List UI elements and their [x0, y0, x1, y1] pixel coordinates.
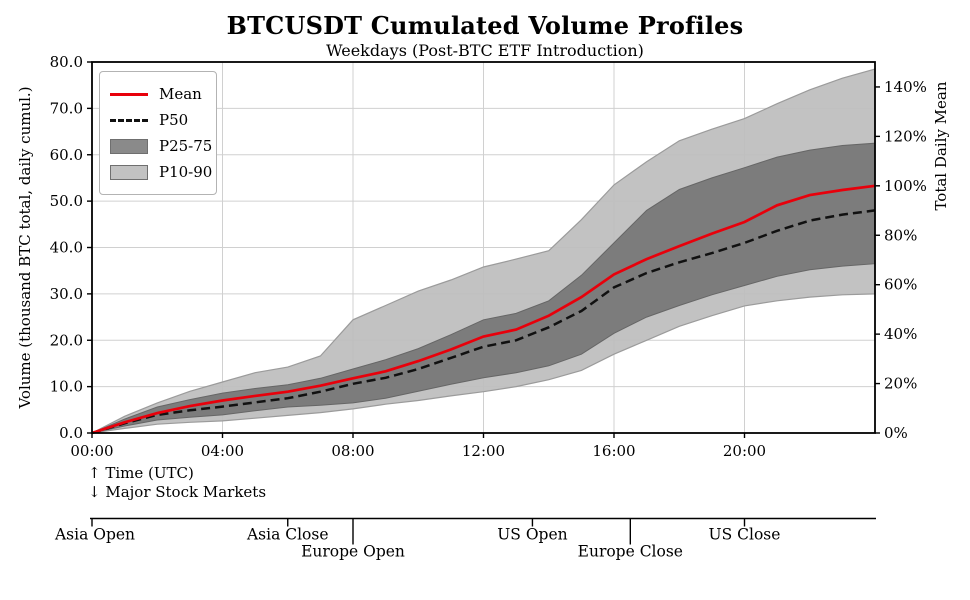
left-axis-tick-label: 10.0: [50, 378, 83, 396]
p50-line: [91, 209, 876, 435]
legend-label-p50: P50: [159, 111, 189, 129]
legend-item-mean: Mean: [110, 81, 206, 107]
left-axis-tick-label: 40.0: [50, 239, 83, 257]
market-label-asia-open: Asia Open: [54, 526, 135, 544]
left-axis-tick-label: 20.0: [50, 331, 83, 349]
left-axis-tick-label: 0.0: [59, 424, 83, 442]
mean-line-swatch: [110, 92, 150, 96]
right-axis-tick-label: 100%: [884, 177, 927, 195]
legend-item-p50: P50: [110, 107, 206, 133]
right-axis-tick-label: 0%: [884, 424, 908, 442]
legend: Mean P50 P25-75 P10-90: [99, 71, 217, 195]
right-axis-tick-label: 60%: [884, 276, 917, 294]
x-axis-tick-label: 16:00: [592, 442, 635, 460]
x-axis-tick-label: 12:00: [462, 442, 505, 460]
right-axis-tick-label: 20%: [884, 375, 917, 393]
legend-label-p25-75: P25-75: [159, 137, 213, 155]
markets-axis-note: ↓ Major Stock Markets: [88, 483, 267, 501]
market-label-asia-close: Asia Close: [246, 526, 329, 544]
right-axis-tick-label: 80%: [884, 226, 917, 244]
right-axis-tick-label: 140%: [884, 78, 927, 96]
x-axis-tick-label: 00:00: [70, 442, 113, 460]
market-label-us-close: US Close: [709, 526, 781, 544]
market-label-us-open: US Open: [497, 526, 567, 544]
market-label-europe-close: Europe Close: [578, 543, 683, 561]
page-subtitle: Weekdays (Post-BTC ETF Introduction): [326, 41, 644, 60]
legend-item-p10-90: P10-90: [110, 159, 212, 185]
x-axis-tick-label: 08:00: [331, 442, 374, 460]
legend-label-mean: Mean: [159, 85, 202, 103]
market-label-europe-open: Europe Open: [301, 543, 405, 561]
legend-item-p25-75: P25-75: [110, 133, 212, 159]
p50-line-swatch: [110, 118, 150, 122]
legend-label-p10-90: P10-90: [159, 163, 213, 181]
page-title: BTCUSDT Cumulated Volume Profiles: [226, 11, 744, 40]
mean-line: [91, 184, 876, 435]
left-axis-tick-label: 70.0: [50, 99, 83, 117]
right-axis-title: Total Daily Mean: [932, 81, 950, 210]
left-axis-tick-label: 60.0: [50, 146, 83, 164]
time-axis-note: ↑ Time (UTC): [88, 464, 194, 482]
right-axis-tick-label: 120%: [884, 127, 927, 145]
p25-75-patch-swatch: [110, 138, 150, 154]
right-axis-tick-label: 40%: [884, 325, 917, 343]
x-axis-tick-label: 20:00: [723, 442, 766, 460]
left-axis-tick-label: 50.0: [50, 192, 83, 210]
left-axis-tick-label: 80.0: [50, 53, 83, 71]
x-axis-tick-label: 04:00: [201, 442, 244, 460]
left-axis-title: Volume (thousand BTC total, daily cumul.…: [16, 86, 34, 409]
p10-90-patch-swatch: [110, 164, 150, 180]
left-axis-tick-label: 30.0: [50, 285, 83, 303]
